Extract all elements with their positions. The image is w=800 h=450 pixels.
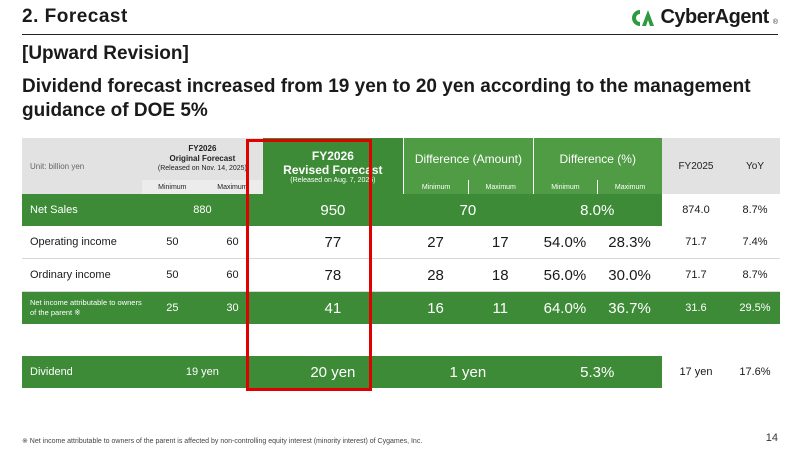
percent-min-value: 56.0% — [532, 259, 598, 292]
headline: Dividend forecast increased from 19 yen … — [22, 76, 751, 121]
difference-percent-value: 5.3% — [532, 356, 662, 388]
logo: CyberAgent ® — [628, 6, 778, 29]
amount-max-value: 17 — [467, 226, 533, 259]
amount-max-header: Maximum — [467, 180, 533, 194]
page-title: 2. Forecast — [22, 6, 128, 27]
fy2025-value: 17 yen — [661, 356, 730, 388]
yoy-header: YoY — [730, 138, 780, 194]
difference-amount-value: 70 — [403, 194, 533, 226]
original-max-value: 60 — [202, 259, 263, 292]
revised-value: 78 — [262, 259, 404, 292]
revised-value: 20 yen — [262, 356, 404, 388]
fy2025-header: FY2025 — [661, 138, 730, 194]
original-min-value: 25 — [142, 292, 203, 324]
yoy-value: 29.5% — [730, 292, 780, 324]
fy2025-value: 71.7 — [661, 259, 730, 292]
row-label: Ordinary income — [22, 259, 143, 292]
yoy-value: 8.7% — [730, 259, 780, 292]
percent-max-value: 30.0% — [597, 259, 662, 292]
forecast-table: Unit: billion yen FY2026 Original Foreca… — [22, 138, 780, 388]
row-label: Operating income — [22, 226, 143, 259]
original-value: 19 yen — [142, 356, 263, 388]
difference-amount-header: Difference (Amount) — [403, 138, 533, 180]
original-forecast-header: FY2026 Original Forecast (Released on No… — [142, 138, 263, 180]
unit-label: Unit: billion yen — [22, 138, 143, 194]
row-label: Net Sales — [22, 194, 143, 226]
amount-min-value: 16 — [403, 292, 468, 324]
cyberagent-logo-icon — [632, 9, 655, 26]
revised-value: 950 — [262, 194, 404, 226]
percent-max-value: 36.7% — [597, 292, 662, 324]
row-label: Dividend — [22, 356, 143, 388]
revised-value: 41 — [262, 292, 404, 324]
fy2025-value: 31.6 — [661, 292, 730, 324]
original-min-value: 50 — [142, 226, 203, 259]
original-max-value: 30 — [202, 292, 263, 324]
logo-text: CyberAgent — [660, 6, 769, 28]
table-row: Net income attributable to owners of the… — [22, 292, 780, 324]
percent-max-value: 28.3% — [597, 226, 662, 259]
yoy-value: 17.6% — [730, 356, 780, 388]
yoy-value: 8.7% — [730, 194, 780, 226]
revised-value: 77 — [262, 226, 404, 259]
original-min-value: 50 — [142, 259, 203, 292]
revised-forecast-header: FY2026 Revised Forecast (Released on Aug… — [262, 138, 404, 194]
percent-max-header: Maximum — [597, 180, 662, 194]
fy2025-value: 71.7 — [661, 226, 730, 259]
original-max-header: Maximum — [202, 180, 263, 194]
yoy-value: 7.4% — [730, 226, 780, 259]
spacer-row — [22, 324, 780, 356]
footnote: ※ Net income attributable to owners of t… — [22, 438, 423, 445]
original-value: 880 — [142, 194, 263, 226]
logo-registered-mark: ® — [772, 19, 778, 26]
fy2025-value: 874.0 — [661, 194, 730, 226]
original-min-header: Minimum — [142, 180, 203, 194]
amount-min-header: Minimum — [403, 180, 468, 194]
row-label: Net income attributable to owners of the… — [22, 292, 143, 324]
amount-max-value: 18 — [467, 259, 533, 292]
percent-min-header: Minimum — [532, 180, 598, 194]
table-row: Ordinary income 50 60 78 28 18 56.0% 30.… — [22, 259, 780, 292]
table-row: Net Sales 880 950 70 8.0% 874.0 8.7% — [22, 194, 780, 226]
amount-min-value: 27 — [403, 226, 468, 259]
percent-min-value: 64.0% — [532, 292, 598, 324]
difference-amount-value: 1 yen — [403, 356, 533, 388]
amount-max-value: 11 — [467, 292, 533, 324]
table-row: Dividend 19 yen 20 yen 1 yen 5.3% 17 yen… — [22, 356, 780, 388]
amount-min-value: 28 — [403, 259, 468, 292]
title-divider — [22, 34, 778, 35]
original-max-value: 60 — [202, 226, 263, 259]
page-number: 14 — [765, 432, 778, 444]
percent-min-value: 54.0% — [532, 226, 598, 259]
table-row: Operating income 50 60 77 27 17 54.0% 28… — [22, 226, 780, 259]
difference-percent-header: Difference (%) — [532, 138, 662, 180]
subheading: [Upward Revision] — [22, 43, 189, 64]
difference-percent-value: 8.0% — [532, 194, 662, 226]
